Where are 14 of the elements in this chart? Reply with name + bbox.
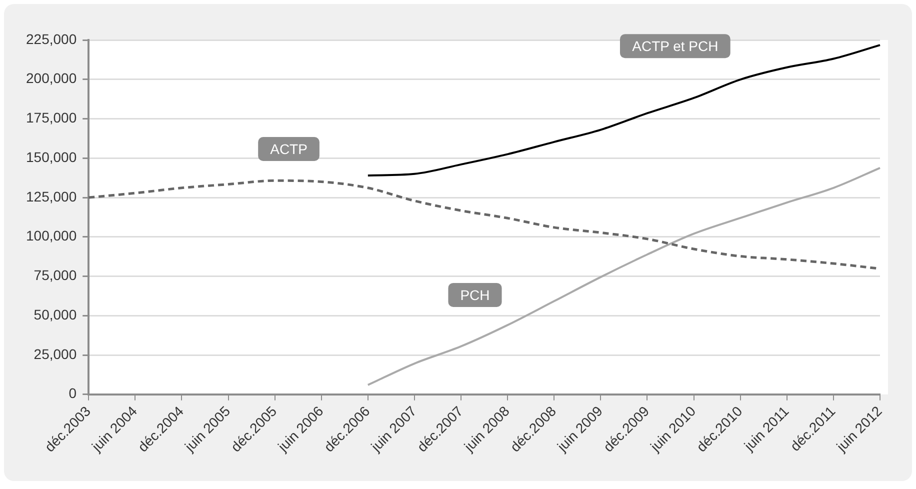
y-tick-label: 175,000 — [26, 110, 77, 126]
y-tick-label: 125,000 — [26, 188, 77, 204]
y-tick-label: 25,000 — [34, 346, 77, 362]
series-label: PCH — [460, 286, 490, 303]
line-series — [366, 166, 881, 386]
y-tick-label: 225,000 — [26, 30, 77, 47]
y-tick-label: 100,000 — [26, 228, 77, 244]
y-tick-label: 200,000 — [26, 70, 77, 86]
y-tick-label: 0 — [68, 385, 77, 402]
series-label: ACTP — [270, 140, 308, 157]
y-tick-label: 50,000 — [34, 306, 77, 322]
text: ACTP et PCH — [632, 38, 718, 54]
y-tick-label: 150,000 — [26, 148, 77, 165]
y-tick-label: 75,000 — [34, 267, 77, 284]
